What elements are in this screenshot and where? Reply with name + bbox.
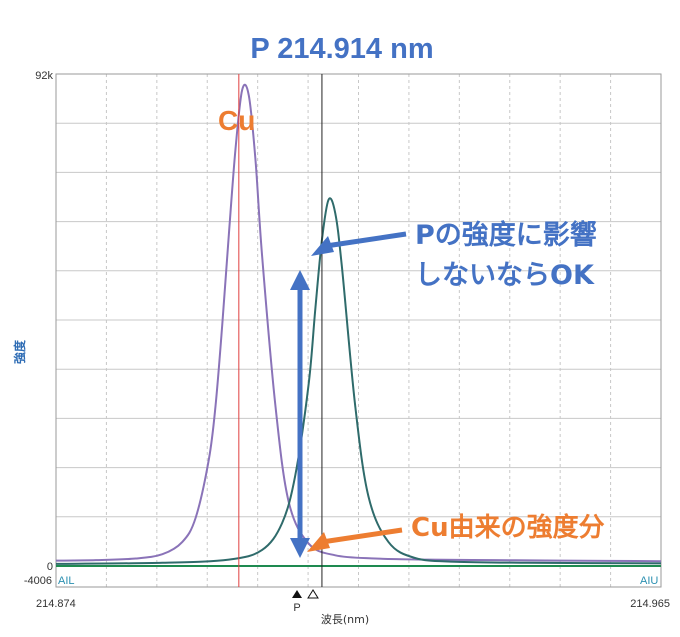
double-arrow-head-down [290, 538, 310, 558]
marker-outline-triangle [307, 589, 319, 599]
series-layer [55, 83, 662, 568]
annotation-p-line2: しないならOK [415, 260, 595, 291]
series-line-2 [55, 197, 662, 565]
x-tick-left: 214.874 [36, 598, 76, 610]
cu-peak-label: Cu [218, 105, 255, 136]
series-line-1 [55, 83, 662, 563]
callout-arrow-blue-head [311, 236, 334, 256]
grid [56, 74, 661, 587]
x-tick-right: 214.965 [630, 598, 670, 610]
double-arrow-head-up [290, 270, 310, 290]
corner-label-right: AIU [640, 575, 658, 587]
callout-arrow-orange-head [307, 532, 330, 552]
annotation-p-line1: Pの強度に影響 [415, 219, 597, 251]
marker-filled-triangle [292, 590, 302, 598]
y-tick-zero: 0 [47, 561, 53, 573]
y-axis-label: 強度 [12, 339, 27, 364]
callout-arrow-orange-shaft [321, 527, 403, 545]
annotation-cu-contrib: Cu由来の強度分 [411, 512, 605, 543]
y-tick-top: 92k [35, 70, 53, 82]
marker-label: P [293, 602, 300, 614]
y-tick-bottom: -4006 [24, 575, 52, 587]
corner-label-left: AIL [58, 575, 75, 587]
chart-title: P 214.914 nm [250, 33, 433, 65]
plot-frame [55, 73, 662, 588]
x-axis-label: 波長(nm) [321, 613, 369, 626]
callout-arrow-blue-shaft [325, 231, 407, 249]
vertical-lines [238, 74, 323, 587]
